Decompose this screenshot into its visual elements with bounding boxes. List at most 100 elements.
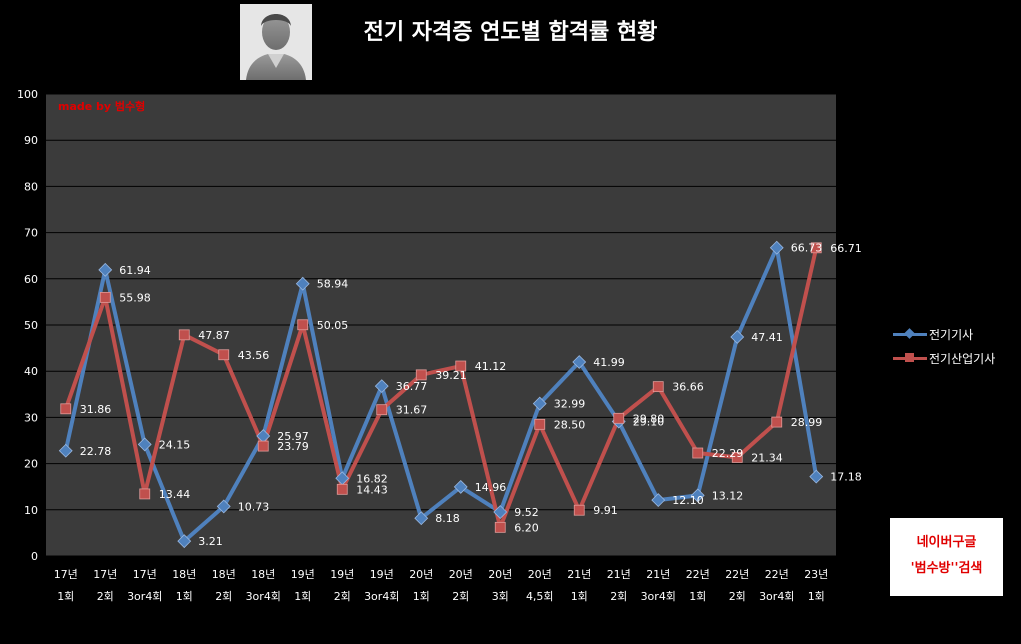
x-axis-ticks: 17년 1회 17년 2회 17년 3or4회 18년 1회 18년 2회 18년 3or4회 19년 1… <box>54 568 829 603</box>
legend-swatch-series1 <box>893 327 927 341</box>
data-label-series2: 31.67 <box>396 404 428 417</box>
data-point-series1 <box>809 469 824 484</box>
data-label-series1: 61.94 <box>119 264 151 277</box>
data-point-series2 <box>139 488 151 500</box>
x-tick-label: 21년 <box>646 568 670 581</box>
data-point-series1 <box>414 511 429 526</box>
data-label-series1: 29.10 <box>633 416 665 429</box>
data-label-series2: 31.86 <box>80 403 112 416</box>
x-tick-label: 20년 <box>488 568 512 581</box>
data-label-series1: 16.82 <box>356 472 388 485</box>
data-point-series1 <box>216 499 231 514</box>
data-label-series1: 41.99 <box>593 356 625 369</box>
data-label-series1: 47.41 <box>751 331 783 344</box>
data-label-series2: 21.34 <box>751 451 783 464</box>
data-point-series1 <box>295 276 310 291</box>
data-label-series2: 23.79 <box>277 440 309 453</box>
legend-item-series1: 전기기사 <box>893 322 995 346</box>
data-point-series1 <box>769 240 784 255</box>
data-point-series1 <box>58 443 73 458</box>
x-tick-label: 21년 <box>567 568 591 581</box>
data-label-series1: 8.18 <box>435 512 460 525</box>
y-tick-label: 40 <box>24 365 38 378</box>
data-label-series1: 9.52 <box>514 506 539 519</box>
data-point-series2 <box>336 483 348 495</box>
x-tick-label: 2회 <box>610 590 627 603</box>
x-tick-label: 2회 <box>452 590 469 603</box>
data-point-series1 <box>98 262 113 277</box>
data-label-series1: 24.15 <box>159 438 191 451</box>
data-point-series2 <box>297 319 309 331</box>
y-tick-label: 70 <box>24 227 38 240</box>
x-tick-label: 19년 <box>330 568 354 581</box>
data-point-series2 <box>692 447 704 459</box>
data-label-series1: 58.94 <box>317 278 349 291</box>
data-label-series1: 36.77 <box>396 380 428 393</box>
x-tick-label: 20년 <box>409 568 433 581</box>
x-tick-label: 1회 <box>571 590 588 603</box>
data-point-series1 <box>335 471 350 486</box>
y-tick-label: 0 <box>31 550 38 563</box>
x-tick-label: 4,5회 <box>526 590 554 603</box>
x-tick-label: 22년 <box>686 568 710 581</box>
data-point-series2 <box>534 418 546 430</box>
data-label-series1: 3.21 <box>198 535 223 548</box>
data-label-series2: 13.44 <box>159 488 191 501</box>
data-label-series2: 28.50 <box>554 418 586 431</box>
legend-label-series1: 전기기사 <box>929 327 974 342</box>
promo-line2: '범수방''검색 <box>910 561 983 576</box>
data-point-series1 <box>137 437 152 452</box>
series-lines <box>63 245 819 544</box>
data-label-series2: 29.80 <box>633 412 665 425</box>
data-label-series1: 25.97 <box>277 430 309 443</box>
data-point-series2 <box>652 381 664 393</box>
x-tick-label: 3or4회 <box>641 590 676 603</box>
data-label-series1: 66.73 <box>791 242 823 255</box>
data-point-series2 <box>613 412 625 424</box>
data-point-series1 <box>374 379 389 394</box>
data-label-series2: 22.29 <box>712 447 744 460</box>
data-point-series2 <box>99 291 111 303</box>
data-label-series1: 32.99 <box>554 398 586 411</box>
x-tick-label: 20년 <box>449 568 473 581</box>
legend-swatch-series2 <box>893 351 927 365</box>
data-point-series2 <box>218 349 230 361</box>
data-point-series2 <box>60 403 72 415</box>
x-tick-label: 19년 <box>370 568 394 581</box>
data-label-series2: 47.87 <box>198 329 230 342</box>
x-tick-label: 17년 <box>93 568 117 581</box>
promo-line1: 네이버구글 <box>916 535 977 550</box>
y-axis-ticks: 0 10 20 30 40 50 60 70 80 90 100 <box>17 88 38 563</box>
data-point-series1 <box>177 534 192 549</box>
y-tick-label: 80 <box>24 180 38 193</box>
data-label-series1: 22.78 <box>80 445 112 458</box>
watermark-text: made by 범수형 <box>58 100 146 113</box>
x-tick-label: 19년 <box>291 568 315 581</box>
x-tick-label: 17년 <box>133 568 157 581</box>
data-label-series2: 36.66 <box>672 381 704 394</box>
promo-box: 네이버구글 '범수방''검색 <box>890 518 1003 596</box>
legend-label-series2: 전기산업기사 <box>929 351 996 366</box>
series-line-2 <box>63 247 819 530</box>
x-tick-label: 18년 <box>251 568 275 581</box>
data-label-series2: 43.56 <box>238 349 270 362</box>
data-point-series2 <box>731 452 743 463</box>
series-markers <box>58 240 824 549</box>
x-tick-label: 22년 <box>765 568 789 581</box>
x-tick-label: 1회 <box>808 590 825 603</box>
data-label-series1: 14.96 <box>475 481 507 494</box>
legend-item-series2: 전기산업기사 <box>893 346 995 370</box>
x-tick-label: 18년 <box>212 568 236 581</box>
data-point-series1 <box>256 429 271 443</box>
x-tick-label: 18년 <box>172 568 196 581</box>
y-tick-label: 20 <box>24 458 38 471</box>
chart-legend: 전기기사 전기산업기사 <box>893 322 995 370</box>
data-point-series1 <box>730 330 745 344</box>
y-tick-label: 30 <box>24 411 38 424</box>
data-label-series2: 28.99 <box>791 416 823 429</box>
x-tick-label: 2회 <box>334 590 351 603</box>
data-point-series1 <box>453 479 468 494</box>
y-tick-label: 60 <box>24 273 38 286</box>
x-tick-label: 1회 <box>413 590 430 603</box>
